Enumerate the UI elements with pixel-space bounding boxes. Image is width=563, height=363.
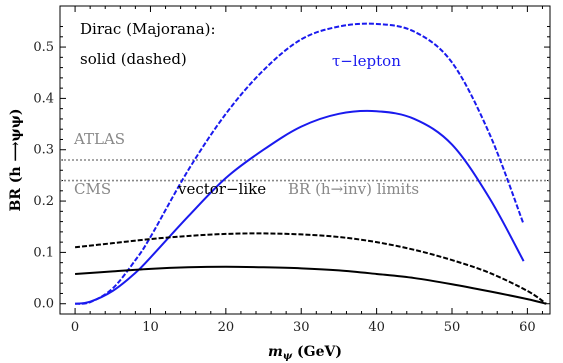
legend-line2: solid (dashed) <box>80 50 187 68</box>
legend-line1: Dirac (Majorana): <box>80 20 216 38</box>
x-tick-label: 60 <box>519 320 536 335</box>
cms-label: CMS <box>74 180 111 198</box>
limits-label: BR (h→inv) limits <box>288 180 419 198</box>
y-tick-label: 0.0 <box>33 297 54 312</box>
y-tick-label: 0.5 <box>33 40 54 55</box>
x-tick-label: 50 <box>444 320 461 335</box>
series-line-tau-dashed <box>74 22 525 305</box>
x-tick-label: 20 <box>218 320 235 335</box>
x-tick-label: 10 <box>142 320 159 335</box>
vector-like-label: vector−like <box>177 180 266 198</box>
axis-ticks: 0 10 20 30 40 50 60 0.0 0.1 0.2 0.3 0.4 0.5 <box>33 6 550 335</box>
atlas-label: ATLAS <box>73 130 125 148</box>
x-axis-label: mψ (GeV) <box>268 344 342 362</box>
y-axis-label: BR (h ⟶ψψ) <box>8 108 24 211</box>
y-tick-label: 0.4 <box>33 91 54 106</box>
y-tick-label: 0.2 <box>33 194 54 209</box>
series-lines <box>74 22 547 305</box>
x-tick-label: 40 <box>368 320 385 335</box>
series-line-vector-dashed <box>74 232 547 305</box>
series-line-tau-solid <box>74 109 525 305</box>
x-tick-label: 30 <box>293 320 310 335</box>
series-line-vector-solid <box>75 265 547 305</box>
limit-lines <box>60 159 550 182</box>
y-tick-label: 0.1 <box>33 245 54 260</box>
y-tick-label: 0.3 <box>33 143 54 158</box>
x-tick-label: 0 <box>71 320 79 335</box>
tau-lepton-label: τ−lepton <box>332 52 401 70</box>
